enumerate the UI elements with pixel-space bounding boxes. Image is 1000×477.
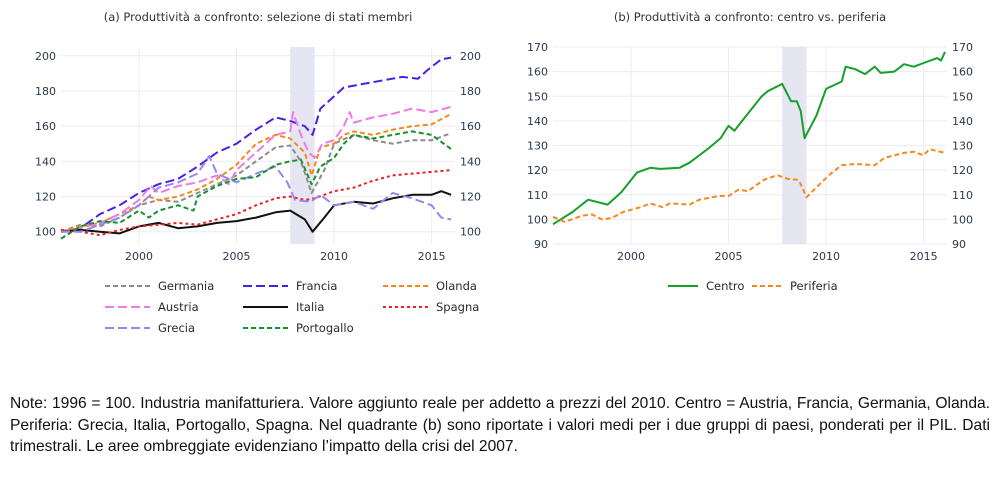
chart-a-series-group [60, 56, 452, 240]
chart-b-shaded-region [782, 47, 807, 244]
chart-b-y-tick-left-90: 90 [534, 238, 548, 251]
chart-b-y-tick-left-140: 140 [527, 115, 548, 128]
chart-b-y-tick-left-120: 120 [527, 164, 548, 177]
chart-b-x-tick-2015: 2015 [910, 250, 938, 263]
chart-b-grid [553, 46, 947, 245]
chart-b-y-tick-left-170: 170 [527, 41, 548, 54]
chart-b-y-tick-right-140: 140 [952, 115, 973, 128]
figure-note: Note: 1996 = 100. Industria manifatturie… [10, 395, 990, 455]
chart-b-x-tick-2005: 2005 [715, 250, 743, 263]
chart-a-y-tick-right-120: 120 [460, 191, 481, 204]
chart-a-series-francia [60, 56, 452, 233]
chart-a-y-tick-left-120: 120 [35, 191, 56, 204]
chart-b-y-tick-right-110: 110 [952, 189, 973, 202]
chart-a-title: (a) Produttività a confronto: selezione … [104, 10, 413, 24]
chart-b-y-ticks-right: 90 100 110 120 130 140 150 160 170 [952, 41, 973, 251]
chart-a-y-tick-right-100: 100 [460, 226, 481, 239]
chart-b-legend: Centro Periferia [668, 279, 838, 293]
chart-a-legend-label-italia: Italia [296, 300, 324, 314]
figure-canvas: (a) Produttività a confronto: selezione … [35, 10, 973, 335]
chart-a-y-tick-left-200: 200 [35, 50, 56, 63]
chart-a: (a) Produttività a confronto: selezione … [35, 10, 481, 335]
chart-b-y-tick-right-160: 160 [952, 66, 973, 79]
chart-b-x-tick-2010: 2010 [812, 250, 840, 263]
chart-b-y-tick-right-170: 170 [952, 41, 973, 54]
chart-b-x-tick-2000: 2000 [617, 250, 645, 263]
chart-a-legend-label-grecia: Grecia [158, 321, 195, 335]
chart-a-y-tick-right-200: 200 [460, 50, 481, 63]
chart-b-y-tick-right-90: 90 [952, 238, 966, 251]
chart-a-y-tick-right-140: 140 [460, 155, 481, 168]
chart-a-series-spagna [60, 169, 452, 237]
chart-b-title: (b) Produttività a confronto: centro vs.… [614, 10, 886, 24]
chart-b-legend-label-centro: Centro [706, 279, 744, 293]
chart-a-x-tick-2005: 2005 [223, 250, 251, 263]
chart-b-y-tick-left-130: 130 [527, 140, 548, 153]
chart-a-legend: Germania Francia Olanda Austria Italia Spagna… [105, 279, 479, 335]
chart-a-crisis-shade [290, 47, 315, 244]
chart-b-y-tick-right-100: 100 [952, 213, 973, 226]
chart-a-legend-label-spagna: Spagna [436, 300, 479, 314]
chart-a-series-austria [60, 105, 452, 233]
chart-b-series-centro [552, 51, 946, 226]
chart-b-y-tick-left-100: 100 [527, 213, 548, 226]
chart-a-series-grecia [61, 155, 452, 233]
chart-b-crisis-shade [782, 47, 807, 244]
chart-a-legend-label-germania: Germania [158, 279, 214, 293]
chart-a-legend-label-olanda: Olanda [436, 279, 477, 293]
chart-a-series-italia [60, 190, 452, 235]
chart-a-y-tick-right-160: 160 [460, 120, 481, 133]
chart-a-grid [61, 47, 455, 244]
chart-a-x-tick-2010: 2010 [320, 250, 348, 263]
chart-a-legend-label-portogallo: Portogallo [296, 321, 354, 335]
chart-a-y-tick-left-160: 160 [35, 120, 56, 133]
chart-a-y-tick-left-100: 100 [35, 226, 56, 239]
chart-b-y-tick-right-150: 150 [952, 90, 973, 103]
chart-a-x-tick-2015: 2015 [418, 250, 446, 263]
chart-b-y-tick-right-120: 120 [952, 164, 973, 177]
chart-a-x-ticks: 2000 2005 2010 2015 [125, 250, 446, 263]
chart-a-x-tick-2000: 2000 [125, 250, 153, 263]
chart-a-series-portogallo [60, 130, 452, 240]
chart-a-y-ticks-right: 100 120 140 160 180 200 [460, 50, 481, 239]
chart-a-legend-label-francia: Francia [296, 279, 337, 293]
chart-b-y-tick-left-150: 150 [527, 90, 548, 103]
chart-b-y-ticks-left: 90 100 110 120 130 140 150 160 170 [527, 41, 548, 251]
chart-a-y-tick-left-180: 180 [35, 85, 56, 98]
chart-a-shaded-region [290, 47, 315, 244]
chart-b: (b) Produttività a confronto: centro vs.… [527, 10, 973, 293]
chart-a-legend-label-austria: Austria [158, 300, 199, 314]
chart-b-y-tick-left-110: 110 [527, 189, 548, 202]
chart-b-series-group [552, 51, 946, 226]
chart-b-series-periferia [552, 148, 946, 223]
chart-b-x-ticks: 2000 2005 2010 2015 [617, 250, 938, 263]
chart-b-legend-label-periferia: Periferia [790, 279, 838, 293]
chart-b-y-tick-right-130: 130 [952, 140, 973, 153]
chart-a-y-tick-left-140: 140 [35, 155, 56, 168]
chart-a-series-germania [60, 132, 452, 233]
chart-a-y-tick-right-180: 180 [460, 85, 481, 98]
chart-a-y-ticks-left: 100 120 140 160 180 200 [35, 50, 56, 239]
chart-b-y-tick-left-160: 160 [527, 66, 548, 79]
